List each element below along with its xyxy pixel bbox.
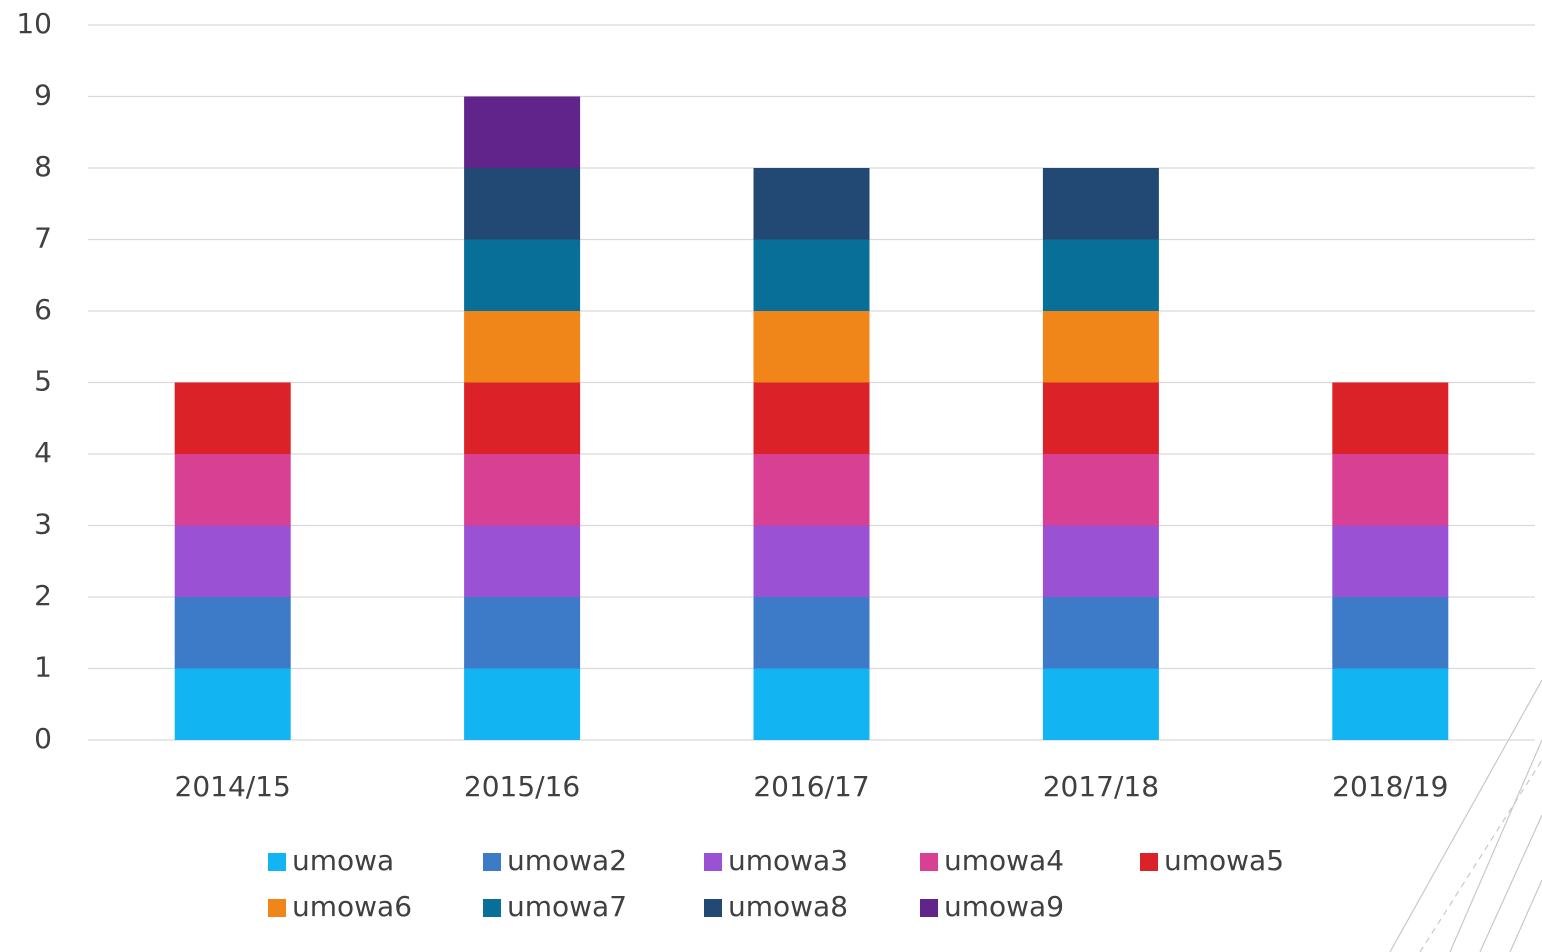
bar-segment bbox=[753, 597, 870, 669]
legend-label: umowa2 bbox=[507, 844, 627, 877]
bar-segment bbox=[464, 239, 581, 311]
bar-segment bbox=[753, 382, 870, 454]
bar-segment bbox=[464, 168, 581, 240]
bar-segment bbox=[1042, 597, 1159, 669]
bar-segment bbox=[1332, 597, 1449, 669]
bar-segment bbox=[174, 525, 291, 597]
y-tick-label: 5 bbox=[34, 365, 52, 398]
bar-segment bbox=[1042, 454, 1159, 526]
x-tick-label: 2014/15 bbox=[175, 770, 291, 803]
y-tick-label: 6 bbox=[34, 293, 52, 326]
y-tick-label: 3 bbox=[34, 508, 52, 541]
legend-swatch bbox=[704, 853, 722, 871]
legend-label: umowa9 bbox=[944, 890, 1064, 923]
bar-segment bbox=[1332, 454, 1449, 526]
legend-swatch bbox=[483, 853, 501, 871]
bar-segment bbox=[1332, 668, 1449, 740]
x-tick-label: 2018/19 bbox=[1332, 770, 1448, 803]
legend-label: umowa3 bbox=[728, 844, 848, 877]
legend-swatch bbox=[920, 899, 938, 917]
legend-label: umowa7 bbox=[507, 890, 627, 923]
legend-label: umowa4 bbox=[944, 844, 1064, 877]
legend-label: umowa6 bbox=[292, 890, 412, 923]
y-tick-label: 4 bbox=[34, 436, 52, 469]
bar-segment bbox=[753, 239, 870, 311]
legend-swatch bbox=[1140, 853, 1158, 871]
y-tick-label: 2 bbox=[34, 579, 52, 612]
legend-swatch bbox=[483, 899, 501, 917]
bar-segment bbox=[464, 382, 581, 454]
bar-segment bbox=[1042, 382, 1159, 454]
bar-segment bbox=[753, 168, 870, 240]
bar-segment bbox=[174, 597, 291, 669]
y-tick-label: 10 bbox=[16, 7, 52, 40]
bar-segment bbox=[1042, 668, 1159, 740]
legend-label: umowa8 bbox=[728, 890, 848, 923]
x-tick-label: 2017/18 bbox=[1043, 770, 1159, 803]
y-tick-label: 0 bbox=[34, 722, 52, 755]
bar-segment bbox=[753, 525, 870, 597]
bar-segment bbox=[464, 96, 581, 168]
legend-label: umowa bbox=[292, 844, 394, 877]
legend-swatch bbox=[920, 853, 938, 871]
decoration bbox=[1389, 679, 1542, 952]
x-tick-label: 2015/16 bbox=[464, 770, 580, 803]
bar-segment bbox=[1332, 525, 1449, 597]
bar-segment bbox=[1042, 239, 1159, 311]
bar-segment bbox=[464, 597, 581, 669]
legend-label: umowa5 bbox=[1164, 844, 1284, 877]
y-tick-label: 7 bbox=[34, 222, 52, 255]
bar-segment bbox=[174, 454, 291, 526]
bar-segment bbox=[464, 668, 581, 740]
y-tick-label: 8 bbox=[34, 150, 52, 183]
y-tick-label: 9 bbox=[34, 79, 52, 112]
x-tick-label: 2016/17 bbox=[753, 770, 869, 803]
legend-swatch bbox=[268, 899, 286, 917]
bar-segment bbox=[464, 454, 581, 526]
bar-segment bbox=[1332, 382, 1449, 454]
bar-segment bbox=[753, 668, 870, 740]
y-tick-label: 1 bbox=[34, 651, 52, 684]
bar-segment bbox=[1042, 168, 1159, 240]
bar-segment bbox=[174, 382, 291, 454]
bar-segment bbox=[1042, 311, 1159, 383]
legend-swatch bbox=[268, 853, 286, 871]
legend-swatch bbox=[704, 899, 722, 917]
bar-segment bbox=[464, 311, 581, 383]
bar-segment bbox=[174, 668, 291, 740]
bar-segment bbox=[1042, 525, 1159, 597]
bar-segment bbox=[753, 454, 870, 526]
bar-segment bbox=[753, 311, 870, 383]
bar-segment bbox=[464, 525, 581, 597]
